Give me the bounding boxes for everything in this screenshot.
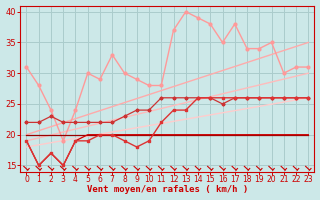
X-axis label: Vent moyen/en rafales ( km/h ): Vent moyen/en rafales ( km/h ) <box>87 185 248 194</box>
